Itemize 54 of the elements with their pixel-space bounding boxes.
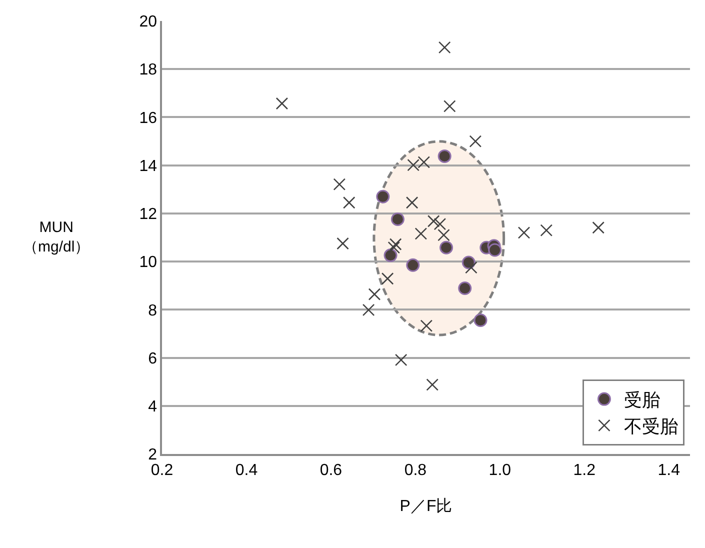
point	[438, 149, 452, 163]
point	[427, 214, 440, 228]
y-tick-label: 4	[148, 398, 158, 416]
y-axis-title: MUN （mg/dl）	[23, 219, 90, 256]
x-tick-label: 0.2	[150, 462, 174, 479]
point	[390, 212, 404, 226]
point	[444, 100, 456, 112]
point	[488, 243, 502, 257]
point	[336, 237, 349, 250]
point	[276, 97, 288, 110]
point	[474, 314, 488, 327]
point	[438, 41, 451, 54]
point	[438, 228, 450, 242]
point	[406, 196, 418, 209]
y-tick-label: 20	[139, 14, 158, 31]
x-tick-label: 1.2	[573, 462, 596, 479]
point	[381, 272, 394, 285]
x-tick-label: 0.8	[404, 462, 427, 479]
point	[426, 378, 438, 391]
point	[434, 218, 446, 230]
y-tick-label: 2	[148, 446, 158, 464]
y-tick-label: 14	[139, 158, 158, 175]
x-tick-label: 0.6	[320, 462, 342, 479]
y-tick-label: 18	[139, 62, 158, 79]
point	[465, 261, 478, 274]
point	[376, 190, 390, 204]
point	[440, 240, 454, 254]
point	[406, 258, 420, 272]
point	[362, 304, 375, 316]
point	[384, 248, 398, 262]
point	[389, 238, 402, 250]
point	[469, 135, 482, 148]
legend-label: 不受胎	[624, 416, 678, 436]
point	[333, 178, 346, 190]
y-tick-label: 16	[139, 110, 158, 127]
point	[394, 354, 408, 366]
y-tick-label: 8	[148, 302, 158, 320]
y-tick-label: 12	[139, 206, 158, 224]
point	[342, 196, 356, 209]
point	[518, 226, 530, 239]
point	[368, 288, 381, 300]
point	[420, 320, 433, 332]
x-axis-title: P／F比	[400, 497, 452, 516]
x-tick-label: 1.4	[658, 462, 680, 479]
x-tick-label: 0.4	[235, 462, 258, 479]
x-tick-label: 1.0	[488, 462, 512, 479]
y-tick-label: 10	[139, 254, 158, 272]
point	[540, 224, 553, 236]
legend-label: 受胎	[624, 390, 660, 410]
point	[592, 221, 604, 234]
point	[414, 228, 428, 240]
point	[458, 282, 472, 296]
y-tick-label: 6	[148, 350, 158, 368]
point	[388, 241, 400, 254]
